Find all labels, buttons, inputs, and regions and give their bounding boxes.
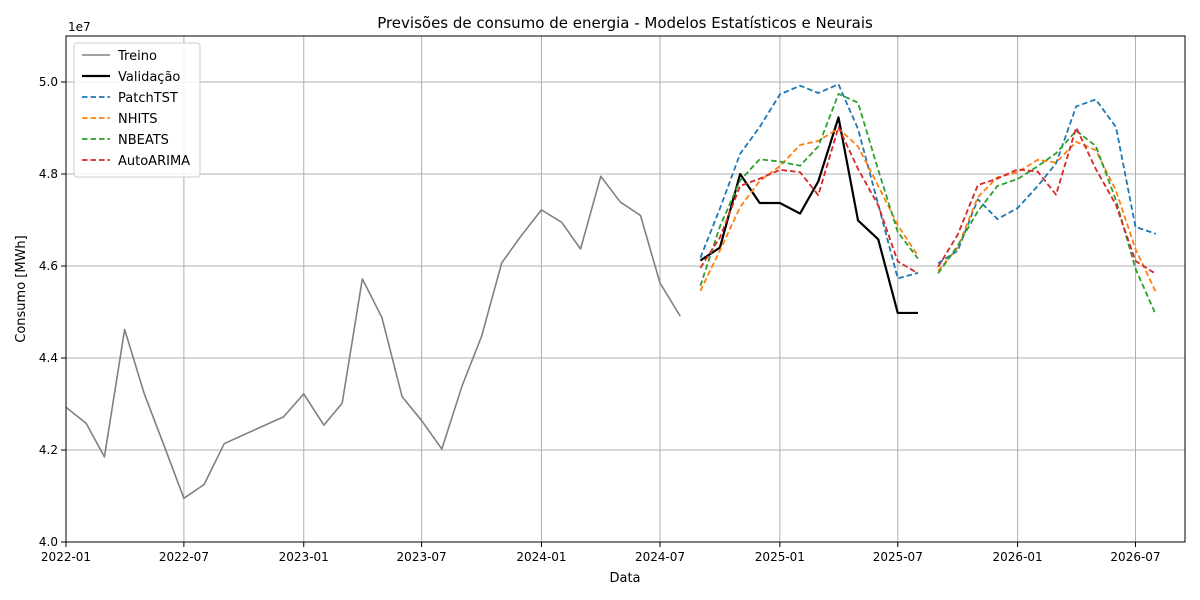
x-tick-label: 2023-07 bbox=[397, 550, 447, 564]
x-tick-label: 2024-01 bbox=[516, 550, 566, 564]
series-line-nbeats-segment-2 bbox=[937, 129, 1157, 315]
series-line-nhits-segment-2 bbox=[937, 140, 1157, 293]
legend-label: PatchTST bbox=[118, 91, 178, 106]
series-line-patchtst-segment-2 bbox=[937, 98, 1156, 264]
x-tick-label: 2025-01 bbox=[755, 550, 805, 564]
legend-label: AutoARIMA bbox=[118, 154, 190, 169]
x-tick-label: 2026-07 bbox=[1110, 550, 1160, 564]
x-tick-label: 2023-01 bbox=[279, 550, 329, 564]
series-line-autoarima-segment-2 bbox=[937, 126, 1157, 275]
ticks: 2022-01 2022-07 2023-01 2023-07 2024-01 2024-… bbox=[39, 75, 1161, 564]
legend-label: Validação bbox=[118, 70, 180, 85]
y-tick-label: 4.4 bbox=[39, 351, 58, 365]
legend: Treino Validação PatchTST NHITS NBEATS AutoAR… bbox=[73, 42, 201, 178]
y-tick-label: 5.0 bbox=[39, 75, 58, 89]
series-line-patchtst bbox=[699, 83, 919, 280]
series-line-nhits bbox=[699, 127, 919, 292]
legend-label: NHITS bbox=[118, 112, 158, 127]
x-tick-label: 2022-01 bbox=[41, 550, 91, 564]
x-tick-label: 2025-07 bbox=[873, 550, 923, 564]
x-tick-label: 2022-07 bbox=[159, 550, 209, 564]
x-tick-label: 2024-07 bbox=[635, 550, 685, 564]
series-line-treino bbox=[65, 175, 681, 500]
chart-title: Previsões de consumo de energia - Modelo… bbox=[377, 14, 873, 32]
legend-label: Treino bbox=[117, 49, 157, 64]
series-line-autoarima bbox=[699, 126, 919, 275]
y-tick-label: 4.0 bbox=[39, 535, 58, 549]
y-offset-label: 1e7 bbox=[68, 20, 91, 34]
series-line-nbeats bbox=[699, 93, 919, 287]
y-axis-label: Consumo [MWh] bbox=[14, 235, 29, 343]
y-tick-label: 4.2 bbox=[39, 443, 58, 457]
x-tick-label: 2026-01 bbox=[993, 550, 1043, 564]
plot-frame bbox=[65, 35, 1186, 543]
y-tick-label: 4.6 bbox=[39, 259, 58, 273]
legend-label: NBEATS bbox=[118, 133, 169, 148]
x-axis-label: Data bbox=[609, 571, 640, 586]
series-layer bbox=[65, 83, 1157, 500]
y-tick-label: 4.8 bbox=[39, 167, 58, 181]
